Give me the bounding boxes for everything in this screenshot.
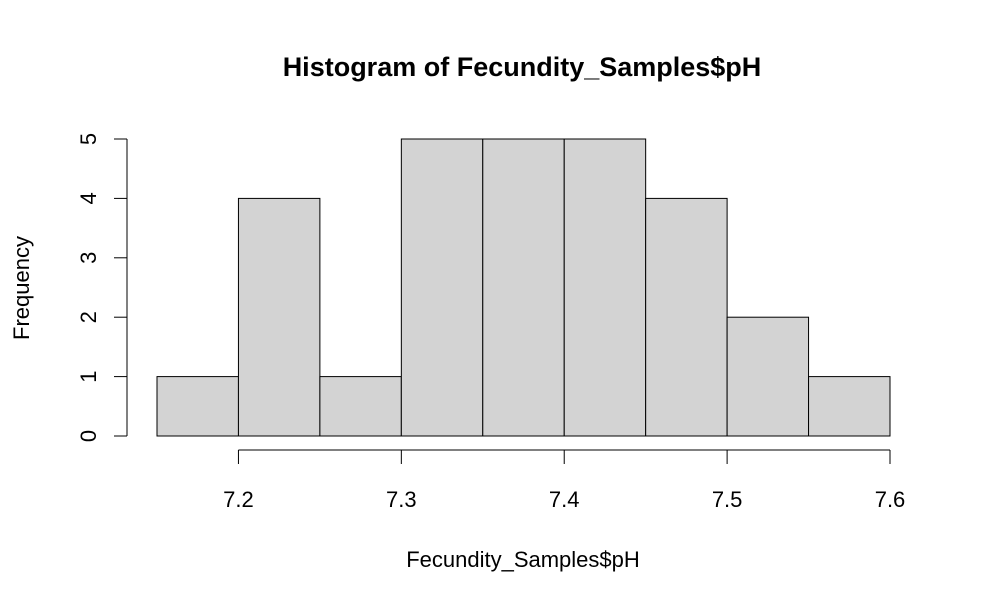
histogram-bar-6 bbox=[563, 138, 647, 437]
x-ticks: 7.2 7.3 7.4 7.5 7.6 bbox=[223, 450, 905, 512]
y-tick-label: 3 bbox=[76, 252, 101, 264]
x-tick-label: 7.6 bbox=[875, 487, 906, 512]
x-tick-label: 7.4 bbox=[549, 487, 580, 512]
x-tick-label: 7.3 bbox=[386, 487, 417, 512]
y-axis-label: Frequency bbox=[9, 236, 34, 340]
histogram-bar-3 bbox=[319, 376, 402, 437]
y-tick-label: 0 bbox=[76, 430, 101, 442]
y-tick-label: 1 bbox=[76, 370, 101, 382]
x-axis: 7.2 7.3 7.4 7.5 7.6 bbox=[223, 449, 905, 512]
y-tick-label: 2 bbox=[76, 311, 101, 323]
histogram-bar-1 bbox=[156, 376, 239, 437]
histogram-bar-4 bbox=[400, 138, 484, 437]
y-tick-label: 5 bbox=[76, 133, 101, 145]
histogram-bar-9 bbox=[808, 376, 891, 437]
y-ticks: 0 1 2 3 4 5 bbox=[76, 133, 127, 442]
histogram-bar-2 bbox=[237, 197, 321, 437]
y-axis: 0 1 2 3 4 5 bbox=[76, 133, 128, 442]
x-tick-label: 7.2 bbox=[223, 487, 254, 512]
histogram-bar-7 bbox=[645, 197, 728, 437]
x-axis-label: Fecundity_Samples$pH bbox=[406, 547, 640, 572]
x-tick-label: 7.5 bbox=[712, 487, 743, 512]
chart-title: Histogram of Fecundity_Samples$pH bbox=[283, 52, 762, 82]
histogram-bar-8 bbox=[726, 316, 810, 437]
histogram-bar-5 bbox=[482, 138, 565, 437]
bars-group bbox=[156, 138, 891, 437]
y-tick-label: 4 bbox=[76, 192, 101, 204]
